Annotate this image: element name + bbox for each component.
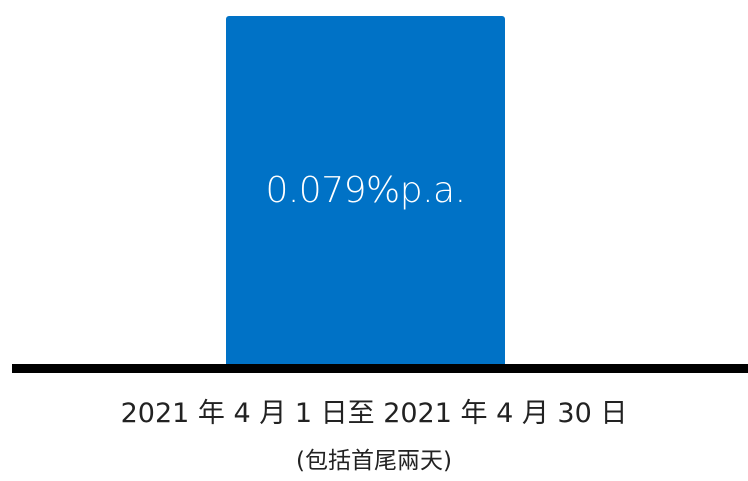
chart-area: 0.079%p.a. [226,16,505,364]
period-inclusive-note: (包括首尾兩天) [296,448,452,474]
x-axis-baseline [12,364,748,373]
category-label-period: 2021 年 4 月 1 日至 2021 年 4 月 30 日 [120,398,628,429]
bar-interest-rate: 0.079%p.a. [226,16,505,364]
bar-value-label: 0.079%p.a. [265,169,466,211]
